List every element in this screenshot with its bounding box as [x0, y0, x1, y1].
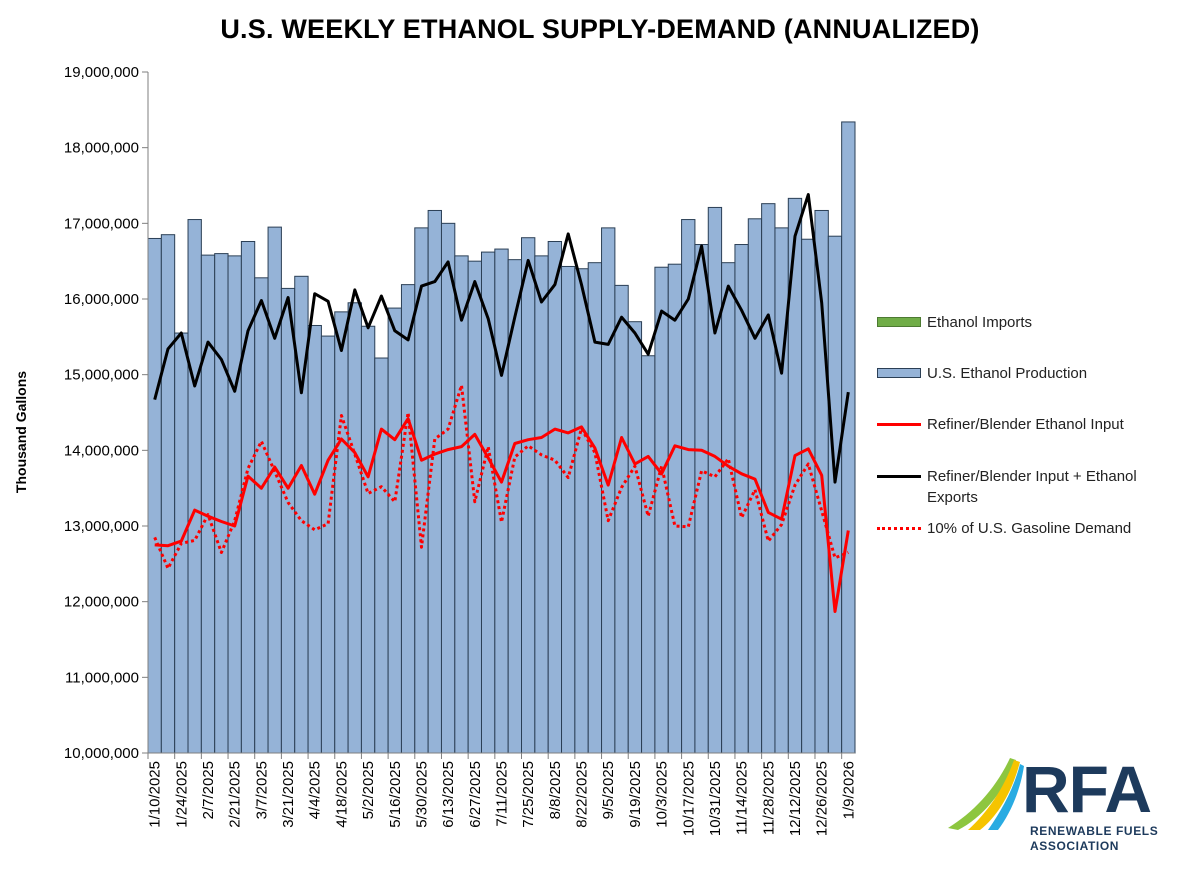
rfa-logo-subtitle-2: ASSOCIATION — [1030, 839, 1120, 853]
x-tick-label: 1/24/2025 — [173, 761, 190, 828]
bar-production-37 — [641, 355, 656, 754]
legend-label-input-exports: Refiner/Blender Input + Ethanol Exports — [927, 468, 1137, 506]
legend-swatch-input — [877, 423, 921, 426]
bar-production-35 — [614, 284, 629, 754]
y-tick-label: 18,000,000 — [64, 140, 139, 157]
bar-production-18 — [387, 307, 402, 754]
bar-production-52 — [841, 121, 856, 754]
x-tick-label: 12/12/2025 — [787, 761, 804, 836]
bar-production-46 — [761, 203, 776, 754]
bar-production-39 — [667, 263, 683, 754]
bar-production-3 — [187, 219, 202, 754]
x-tick-label: 1/10/2025 — [147, 761, 164, 828]
bar-production-5 — [214, 253, 229, 754]
bar-production-22 — [440, 222, 456, 754]
y-tick-label: 13,000,000 — [64, 518, 139, 535]
x-tick-label: 3/7/2025 — [253, 761, 270, 819]
x-tick-label: 2/21/2025 — [227, 761, 244, 828]
y-tick-label: 17,000,000 — [64, 215, 139, 232]
bar-production-29 — [534, 255, 549, 754]
rfa-logo-subtitle-1: RENEWABLE FUELS — [1030, 824, 1159, 838]
chart-axes: 10,000,000 11,000,000 12,000,000 13,000,000… — [64, 64, 857, 836]
x-tick-label: 10/31/2025 — [707, 761, 724, 836]
bar-production-13 — [320, 335, 336, 754]
bar-production-28 — [521, 237, 536, 754]
x-tick-label: 8/8/2025 — [547, 761, 564, 819]
x-tick-label: 5/30/2025 — [413, 761, 430, 828]
legend-label-input: Refiner/Blender Ethanol Input — [927, 416, 1124, 433]
legend-swatch-input-exports — [877, 475, 921, 478]
x-tick-label: 9/5/2025 — [600, 761, 617, 819]
series-lines — [153, 193, 850, 613]
series-line-1 — [153, 193, 850, 484]
legend-label-imports: Ethanol Imports — [927, 314, 1033, 331]
bar-production-45 — [747, 218, 763, 754]
x-tick-label: 11/14/2025 — [734, 761, 751, 835]
y-tick-label: 15,000,000 — [64, 367, 139, 384]
x-tick-label: 4/18/2025 — [333, 761, 350, 828]
x-tick-label: 3/21/2025 — [280, 761, 297, 828]
legend-swatch-gasoline — [877, 527, 921, 530]
bar-production-0 — [147, 237, 162, 754]
x-tick-label: 4/4/2025 — [307, 761, 324, 819]
legend-label-production: U.S. Ethanol Production — [927, 365, 1088, 382]
bar-production-42 — [707, 206, 723, 754]
x-tick-label: 8/22/2025 — [574, 761, 591, 828]
x-tick-label: 11/28/2025 — [760, 761, 777, 835]
bar-production-19 — [400, 284, 416, 754]
x-tick-label: 2/7/2025 — [200, 761, 217, 819]
y-tick-label: 19,000,000 — [64, 64, 139, 81]
bar-production-41 — [694, 244, 709, 754]
rfa-logo-swoosh-icon — [948, 758, 1024, 830]
chart-title: U.S. WEEKLY ETHANOL SUPPLY-DEMAND (ANNUA… — [220, 14, 980, 44]
bar-production-36 — [627, 321, 643, 754]
legend-label-gasoline: 10% of U.S. Gasoline Demand — [927, 520, 1132, 537]
bar-production-16 — [360, 325, 376, 754]
x-tick-label: 1/9/2026 — [840, 761, 857, 819]
bar-production-43 — [721, 262, 736, 754]
bar-production-25 — [480, 251, 496, 754]
bar-production-9 — [267, 226, 282, 754]
bar-production-24 — [467, 260, 482, 754]
series-line-0 — [154, 417, 850, 613]
x-tick-label: 6/13/2025 — [440, 761, 457, 828]
bar-production-1 — [160, 234, 176, 754]
bar-production-38 — [654, 266, 669, 754]
series-line-2 — [153, 383, 849, 570]
y-tick-label: 10,000,000 — [64, 745, 139, 762]
x-tick-label: 10/17/2025 — [680, 761, 697, 836]
y-tick-label: 16,000,000 — [64, 291, 139, 308]
bar-production-32 — [574, 268, 589, 754]
bar-production-10 — [280, 287, 296, 754]
x-tick-label: 5/2/2025 — [360, 761, 377, 819]
production-bars — [147, 121, 856, 754]
x-tick-label: 7/25/2025 — [520, 761, 537, 828]
bar-production-4 — [200, 254, 216, 754]
bar-production-12 — [307, 324, 322, 754]
x-tick-label: 10/3/2025 — [654, 761, 671, 828]
x-tick-label: 5/16/2025 — [387, 761, 404, 828]
legend-swatch-imports — [877, 317, 921, 327]
x-tick-label: 9/19/2025 — [627, 761, 644, 828]
bar-production-23 — [454, 255, 469, 754]
bar-production-8 — [254, 277, 269, 754]
y-tick-label: 12,000,000 — [64, 594, 139, 611]
bar-production-49 — [801, 238, 816, 754]
bar-production-31 — [561, 265, 576, 754]
x-tick-label: 6/27/2025 — [467, 761, 484, 828]
bar-production-15 — [347, 302, 362, 754]
rfa-logo-text: RFA — [1022, 752, 1152, 826]
y-tick-label: 11,000,000 — [65, 669, 139, 686]
legend-swatch-production — [877, 368, 921, 378]
bar-production-30 — [547, 240, 563, 754]
x-tick-label: 12/26/2025 — [814, 761, 831, 836]
bar-production-51 — [827, 235, 843, 754]
bar-production-14 — [334, 311, 349, 754]
y-axis-label: Thousand Gallons — [13, 371, 29, 493]
bar-production-17 — [374, 357, 389, 754]
y-tick-label: 14,000,000 — [64, 442, 139, 459]
x-tick-label: 7/11/2025 — [494, 761, 511, 827]
rfa-logo: RFA RENEWABLE FUELS ASSOCIATION — [944, 752, 1189, 862]
